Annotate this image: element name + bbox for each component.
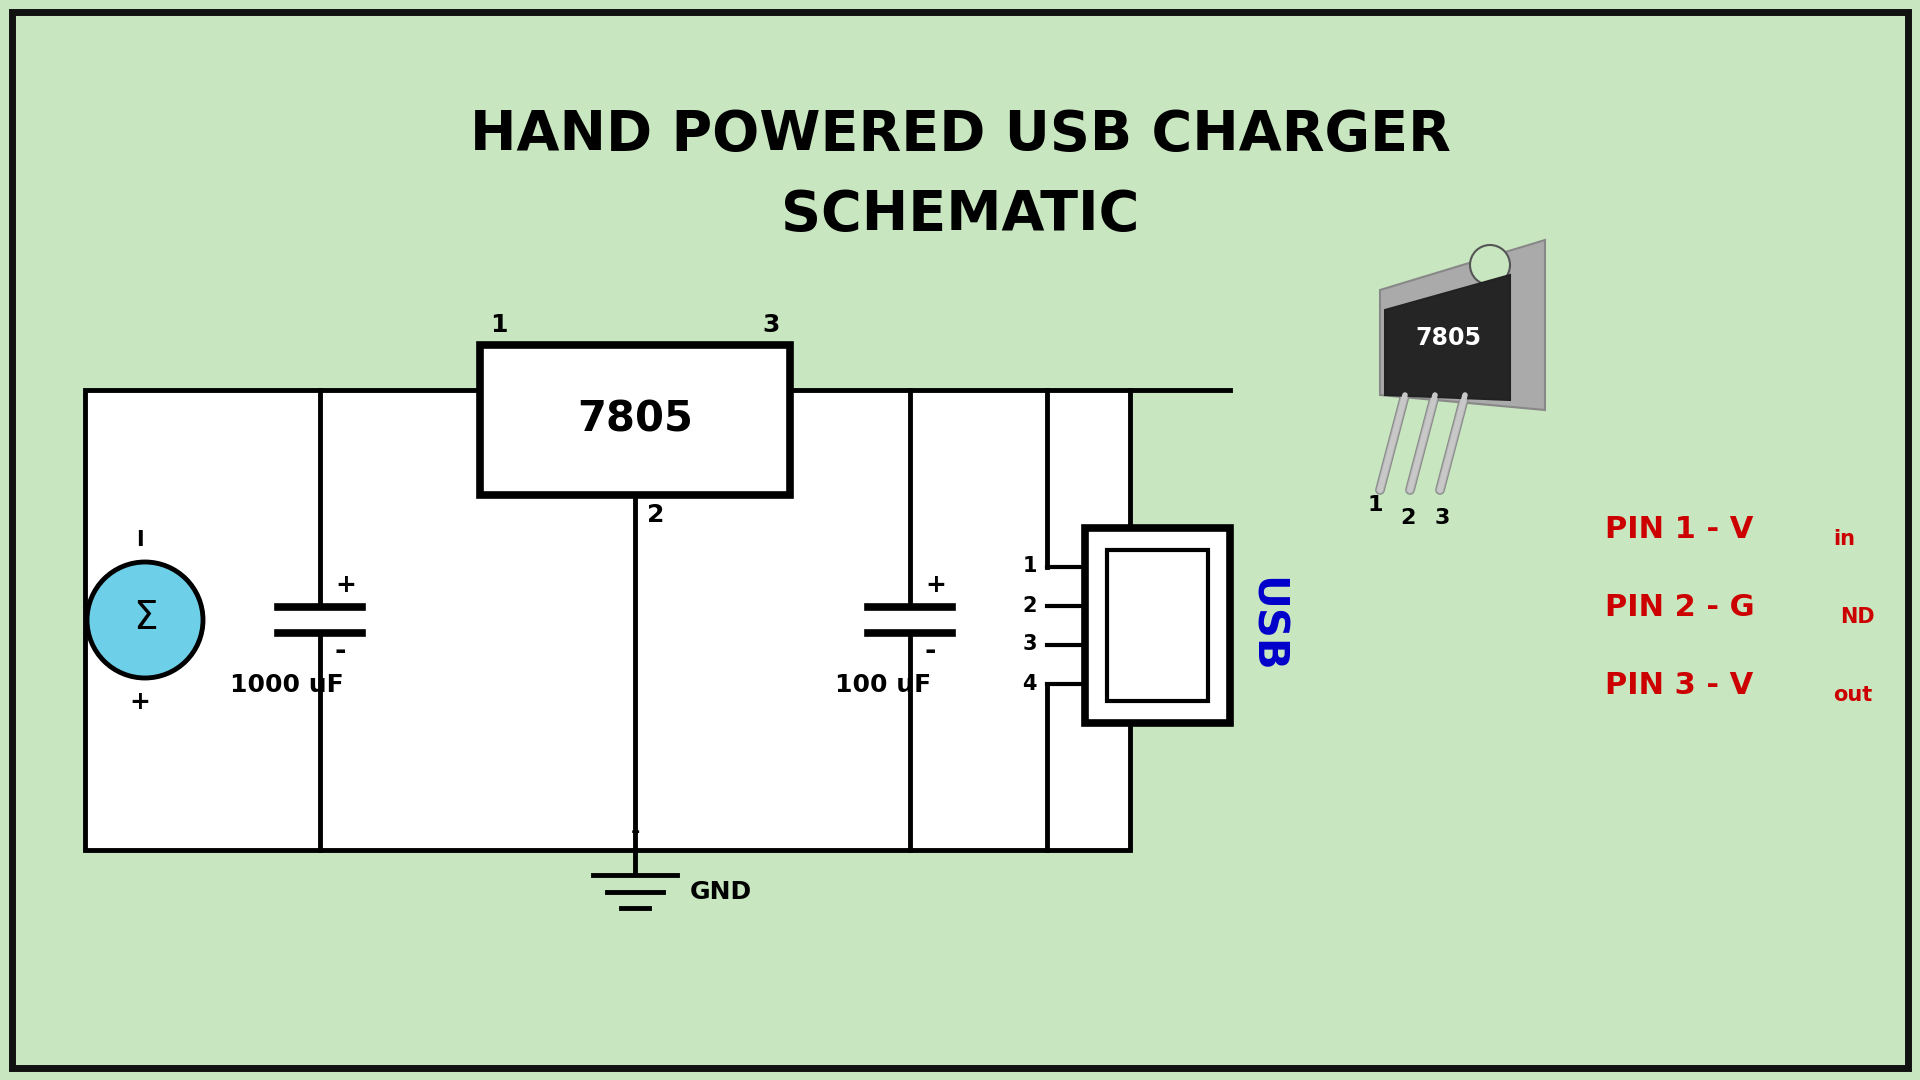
Bar [1108, 550, 1208, 701]
Text: PIN 1 - V: PIN 1 - V [1605, 515, 1753, 544]
Text: ND: ND [1839, 607, 1874, 627]
Text: SCHEMATIC: SCHEMATIC [781, 188, 1139, 242]
Text: in: in [1834, 529, 1855, 549]
Text: 2: 2 [1400, 508, 1415, 528]
Text: 3: 3 [762, 313, 780, 337]
Text: PIN 3 - V: PIN 3 - V [1605, 672, 1753, 701]
Text: 7805: 7805 [1415, 326, 1480, 350]
Text: USB: USB [1244, 577, 1286, 673]
Text: 2: 2 [1023, 595, 1037, 616]
Text: GND: GND [689, 880, 753, 904]
Text: 100 uF: 100 uF [835, 673, 931, 697]
Text: HAND POWERED USB CHARGER: HAND POWERED USB CHARGER [470, 108, 1450, 162]
Bar [84, 390, 1131, 850]
Text: -: - [925, 637, 937, 665]
Text: 1: 1 [1367, 495, 1382, 515]
Polygon shape [1380, 240, 1546, 410]
Text: out: out [1834, 685, 1872, 705]
Bar [1085, 527, 1231, 723]
Text: 3: 3 [1434, 508, 1450, 528]
Text: 1: 1 [490, 313, 507, 337]
Text: 1000 uF: 1000 uF [230, 673, 344, 697]
Text: PIN 2 - G: PIN 2 - G [1605, 594, 1755, 622]
Text: +: + [129, 690, 150, 714]
Text: $\Sigma$: $\Sigma$ [132, 599, 157, 637]
Text: 1: 1 [1023, 556, 1037, 577]
Polygon shape [1384, 275, 1509, 400]
Text: +: + [334, 573, 355, 597]
Bar [480, 345, 789, 495]
Text: -: - [334, 637, 346, 665]
Text: 7805: 7805 [578, 399, 693, 441]
Text: +: + [925, 573, 947, 597]
Circle shape [1471, 245, 1509, 285]
Text: 3: 3 [1023, 635, 1037, 654]
Circle shape [86, 562, 204, 678]
Text: 2: 2 [647, 503, 664, 527]
Text: I: I [136, 530, 144, 550]
Text: -: - [630, 822, 639, 842]
Text: 4: 4 [1023, 674, 1037, 693]
